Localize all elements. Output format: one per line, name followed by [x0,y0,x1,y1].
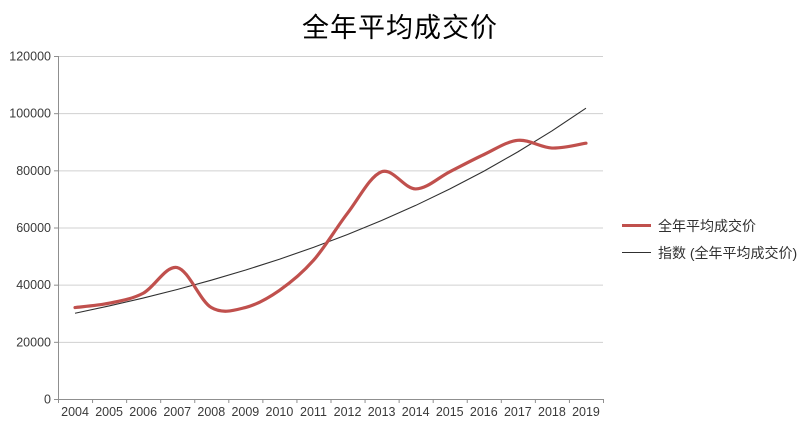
x-axis-tick-label: 2013 [368,405,396,419]
chart-title: 全年平均成交价 [302,13,498,44]
x-axis-tick-label: 2008 [197,405,225,419]
y-axis-tick-label: 60000 [16,221,51,235]
x-axis-tick-label: 2017 [504,405,532,419]
x-axis-tick-label: 2006 [129,405,157,419]
legend-item-trend-series[interactable]: 指数 (全年平均成交价) [622,239,797,266]
x-axis-tick-label: 2005 [95,405,123,419]
y-axis-tick-label: 0 [44,393,51,407]
price-series-line[interactable] [73,138,588,313]
x-axis-tick-label: 2010 [266,405,294,419]
legend-label-trend-series: 指数 (全年平均成交价) [658,244,798,261]
trend-series-swatch-icon [622,252,651,253]
x-axis-tick-label: 2018 [538,405,566,419]
y-axis-tick-label: 20000 [16,335,51,349]
legend-label-price-series: 全年平均成交价 [658,217,756,234]
x-axis-tick-label: 2019 [572,405,600,419]
y-axis-tick-label: 100000 [9,107,51,121]
x-axis-tick-label: 2012 [334,405,362,419]
y-axis-tick-label: 120000 [9,50,51,64]
x-axis-tick-label: 2011 [300,405,327,419]
legend-item-price-series[interactable]: 全年平均成交价 [622,212,797,239]
x-axis-tick-label: 2004 [61,405,89,419]
y-axis-tick-label: 80000 [16,164,51,178]
trend-series-line[interactable] [74,107,587,314]
x-axis-tick-label: 2016 [470,405,498,419]
price-series-swatch-icon [622,224,651,227]
x-axis-tick-label: 2014 [402,405,430,419]
legend: 全年平均成交价 指数 (全年平均成交价) [622,212,797,266]
x-axis-tick-label: 2015 [436,405,464,419]
x-axis-tick-label: 2009 [231,405,259,419]
y-axis-tick-label: 40000 [16,278,51,292]
x-axis-tick-label: 2007 [163,405,191,419]
